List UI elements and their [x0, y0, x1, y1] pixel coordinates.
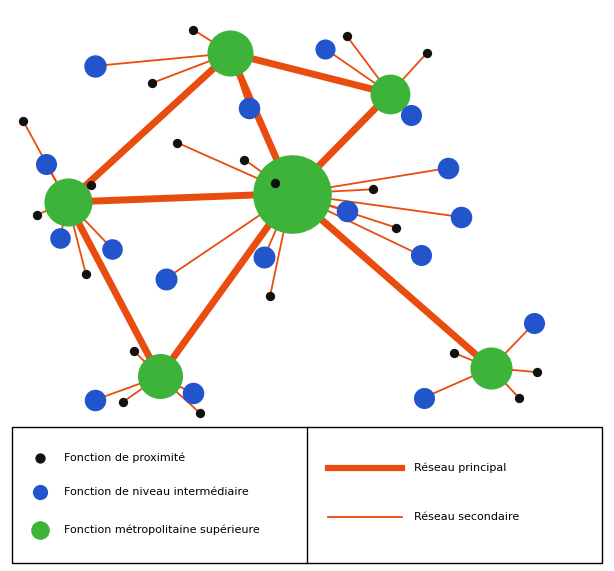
Point: [419, 393, 429, 403]
Point: [129, 347, 139, 356]
Point: [342, 31, 352, 41]
Point: [443, 163, 453, 172]
Point: [422, 49, 432, 58]
Point: [35, 488, 45, 497]
Text: Fonction de niveau intermédiaire: Fonction de niveau intermédiaire: [64, 487, 249, 497]
Point: [86, 180, 96, 190]
Point: [449, 348, 459, 357]
Point: [287, 189, 297, 198]
Point: [35, 525, 45, 534]
Point: [41, 159, 51, 168]
Point: [147, 78, 157, 87]
Point: [368, 185, 378, 194]
Text: Fonction métropolitaine supérieure: Fonction métropolitaine supérieure: [64, 525, 260, 536]
Point: [239, 155, 249, 164]
Point: [342, 206, 352, 215]
Point: [456, 212, 465, 222]
Point: [172, 138, 182, 147]
Point: [270, 178, 280, 187]
Point: [35, 453, 45, 462]
Point: [55, 234, 65, 243]
Point: [161, 274, 171, 283]
Point: [406, 110, 416, 119]
Point: [18, 116, 28, 126]
Point: [225, 49, 235, 58]
Point: [81, 270, 91, 279]
Point: [529, 319, 539, 328]
Point: [321, 45, 330, 54]
Point: [244, 104, 254, 113]
Point: [155, 372, 165, 381]
Text: Réseau secondaire: Réseau secondaire: [414, 512, 519, 521]
Point: [265, 291, 275, 300]
Point: [63, 198, 72, 207]
Point: [259, 253, 269, 262]
Point: [90, 395, 100, 404]
Point: [118, 397, 128, 407]
Point: [90, 61, 100, 70]
Point: [514, 393, 524, 403]
Text: Fonction de proximité: Fonction de proximité: [64, 452, 185, 463]
Text: Réseau principal: Réseau principal: [414, 463, 507, 473]
Point: [385, 89, 395, 98]
Point: [188, 389, 198, 398]
Point: [532, 368, 542, 377]
FancyBboxPatch shape: [12, 427, 602, 564]
Point: [416, 251, 426, 260]
Point: [195, 408, 204, 417]
Point: [486, 363, 496, 372]
Point: [391, 223, 401, 232]
Point: [32, 210, 42, 219]
Point: [188, 25, 198, 34]
Point: [107, 244, 117, 254]
